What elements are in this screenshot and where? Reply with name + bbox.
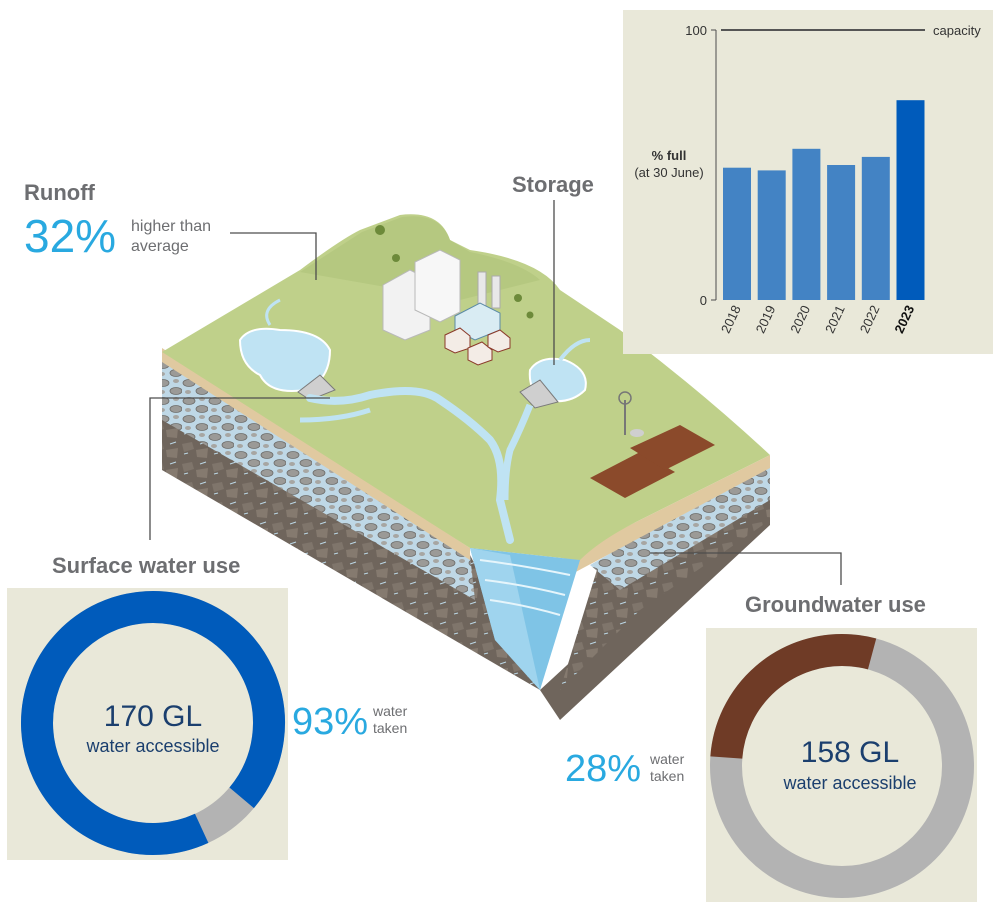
surface-water-taken-percent: 93% (292, 701, 369, 743)
x-tick-label-2021: 2021 (822, 303, 848, 336)
x-tick-label-2020: 2020 (787, 303, 813, 336)
runoff-heading: Runoff (24, 180, 95, 205)
groundwater-donut (710, 634, 974, 898)
groundwater-taken-percent: 28% (565, 748, 642, 790)
surface-water-taken-line1: water (373, 703, 408, 719)
runoff-note-line1: higher than (131, 218, 212, 235)
surface-donut-taken (21, 591, 285, 855)
surface-water-donut (21, 591, 285, 855)
x-tick-label-2022: 2022 (857, 303, 883, 336)
storage-bar-chart: 100 0 capacity % full (at 30 June) 2018 2… (634, 23, 981, 336)
bar-2019 (757, 170, 786, 300)
y-axis-label-line2: (at 30 June) (634, 165, 703, 180)
groundwater-volume: 158 GL (800, 736, 900, 769)
bar-2021 (827, 165, 856, 300)
runoff-note-line2: average (131, 238, 189, 255)
surface-water-volume: 170 GL (103, 700, 203, 733)
bar-2018 (723, 167, 751, 300)
storage-heading: Storage (512, 172, 594, 197)
groundwater-volume-label: water accessible (783, 773, 917, 793)
y-axis-label-line1: % full (652, 148, 687, 163)
surface-water-taken-line2: taken (373, 720, 408, 736)
surface-water-heading: Surface water use (52, 553, 241, 578)
bar-2020 (792, 148, 821, 300)
groundwater-taken-line2: taken (650, 768, 685, 784)
x-tick-label-2023: 2023 (891, 303, 917, 336)
x-tick-label-2018: 2018 (718, 303, 744, 336)
surface-water-volume-label: water accessible (86, 736, 220, 756)
capacity-label: capacity (933, 23, 981, 38)
bar-2023 (896, 100, 925, 300)
groundwater-taken-line1: water (650, 751, 685, 767)
groundwater-heading: Groundwater use (745, 592, 926, 617)
bar-2022 (861, 156, 890, 300)
x-tick-label-2019: 2019 (753, 303, 779, 336)
y-tick-label-top: 100 (685, 23, 707, 38)
y-tick-label-bottom: 0 (700, 293, 707, 308)
runoff-percent: 32% (24, 210, 117, 262)
